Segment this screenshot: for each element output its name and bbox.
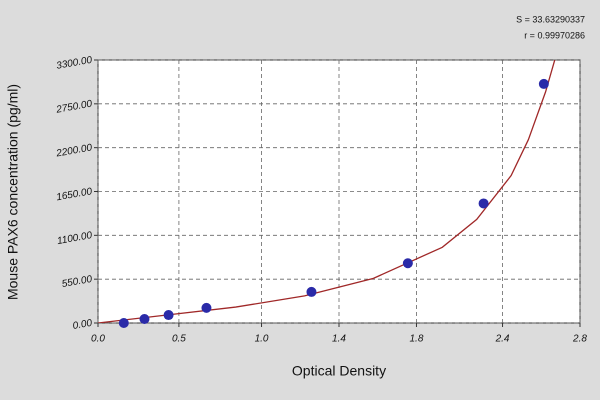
data-point [402, 258, 413, 269]
x-tick-label: 1.4 [332, 334, 346, 345]
data-point [201, 302, 212, 313]
x-tick-label: 1.8 [410, 334, 424, 345]
fit-curve [98, 60, 556, 323]
x-tick-label: 2.4 [495, 334, 510, 345]
data-point [118, 318, 129, 328]
x-tick-label: 0.0 [91, 334, 105, 345]
y-axis-title: Mouse PAX6 concentration (pg/ml) [5, 84, 21, 300]
data-point [139, 314, 150, 325]
x-tick-label: 0.5 [172, 334, 186, 345]
fit-stat: r = 0.99970286 [524, 30, 585, 40]
fit-stat: S = 33.63290337 [516, 14, 585, 24]
y-tick-label: 0.00 [72, 318, 94, 332]
data-point [163, 310, 174, 321]
x-tick-label: 2.8 [572, 334, 587, 345]
x-axis-title: Optical Density [292, 363, 386, 379]
y-tick-label: 550.00 [61, 274, 93, 290]
data-point [538, 78, 549, 89]
curve-clip [98, 60, 556, 323]
data-point [306, 286, 317, 297]
x-tick-label: 1.0 [255, 334, 269, 345]
data-point [478, 198, 489, 209]
